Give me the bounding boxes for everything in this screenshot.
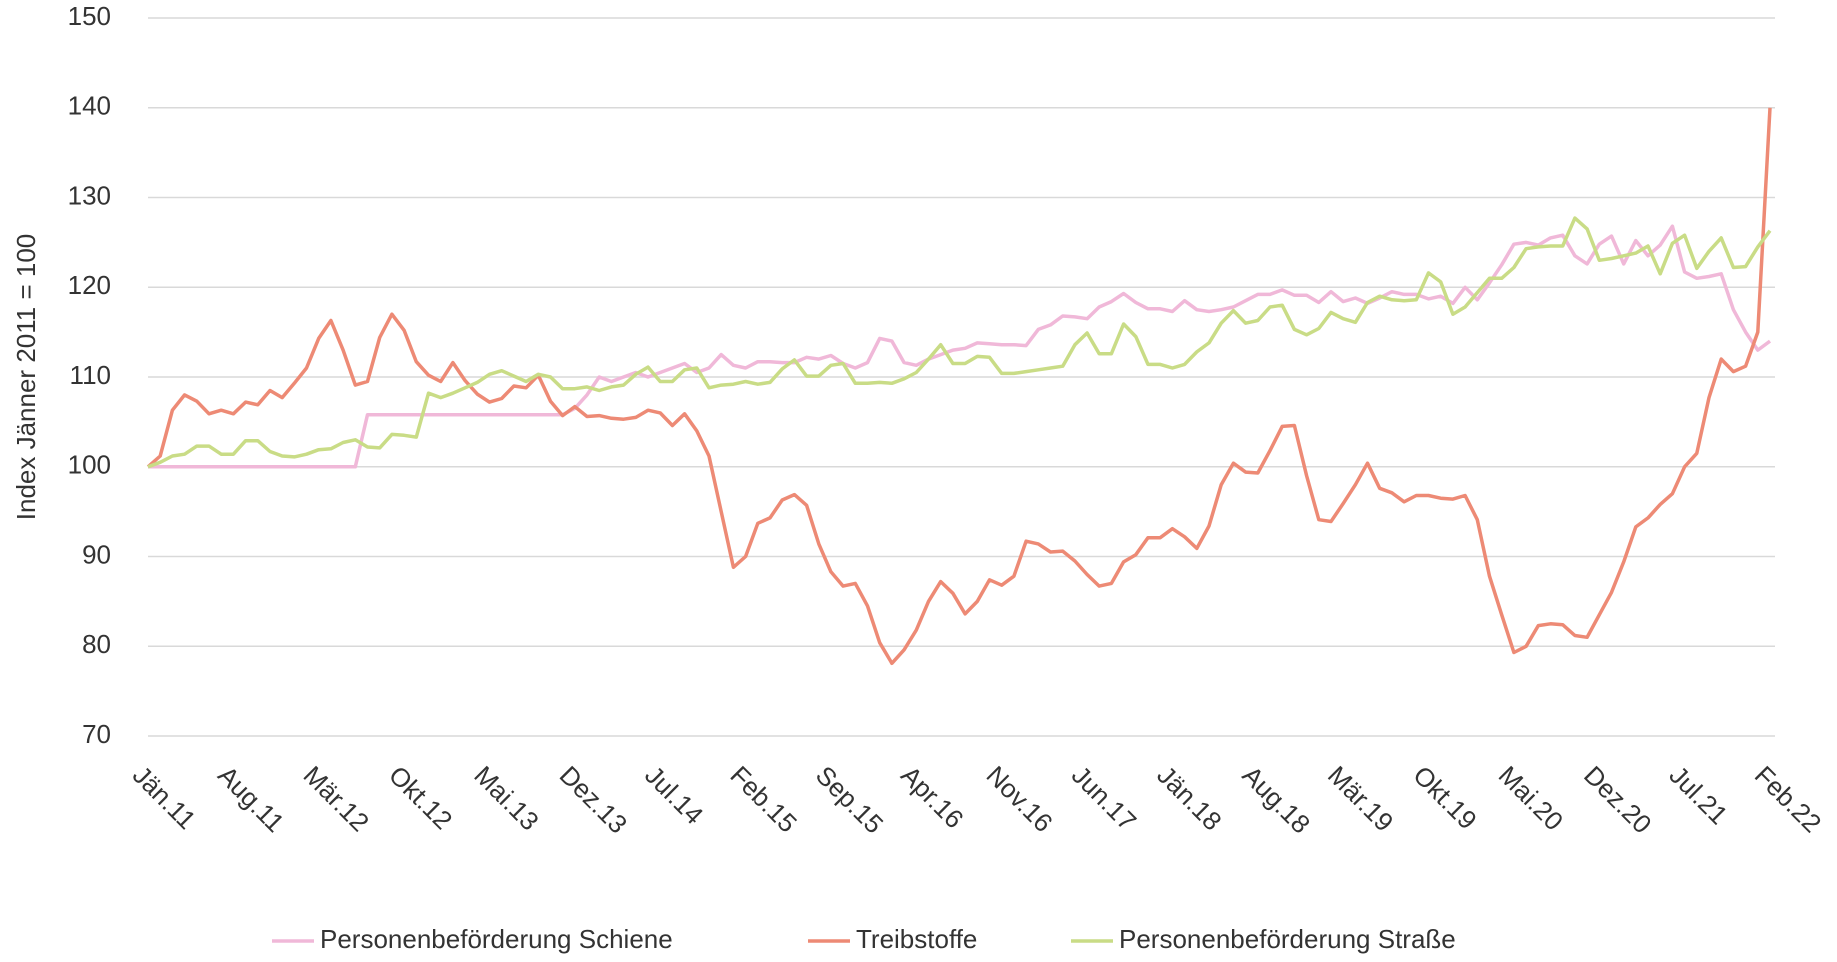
y-axis-title: Index Jänner 2011 = 100 <box>11 234 41 520</box>
y-tick-label: 70 <box>82 719 111 749</box>
x-tick-label: Okt.19 <box>1407 760 1482 835</box>
y-tick-label: 110 <box>70 360 111 390</box>
legend-label: Treibstoffe <box>856 924 977 954</box>
x-tick-label: Mai.20 <box>1493 760 1569 836</box>
x-tick-label: Apr.16 <box>895 760 969 834</box>
series-line <box>146 107 1772 666</box>
x-tick-label: Mär.12 <box>298 760 375 837</box>
x-tick-label: Dez.20 <box>1578 760 1657 839</box>
y-tick-label: 90 <box>82 539 111 569</box>
x-tick-label: Jul.21 <box>1664 760 1734 830</box>
y-tick-label: 80 <box>82 629 111 659</box>
legend-label: Personenbeförderung Schiene <box>320 924 673 954</box>
x-tick-label: Feb.15 <box>724 760 802 838</box>
x-tick-label: Aug.18 <box>1237 760 1316 839</box>
x-tick-label: Feb.22 <box>1749 760 1827 838</box>
x-tick-label: Aug.11 <box>212 760 290 838</box>
x-tick-label: Sep.15 <box>810 760 889 839</box>
x-tick-label: Nov.16 <box>981 760 1059 838</box>
y-tick-label: 140 <box>68 91 111 121</box>
series-line <box>147 216 1772 469</box>
x-tick-label: Jun.17 <box>1066 760 1142 836</box>
y-tick-label: 100 <box>68 450 111 480</box>
x-tick-label: Jän.11 <box>127 760 202 835</box>
x-tick-label: Jul.14 <box>639 760 709 830</box>
x-tick-label: Mai.13 <box>468 760 544 836</box>
y-tick-label: 130 <box>68 180 111 210</box>
legend-label: Personenbeförderung Straße <box>1119 924 1456 954</box>
x-tick-label: Jän.18 <box>1151 760 1227 836</box>
series-line <box>148 224 1772 469</box>
x-tick-label: Dez.13 <box>554 760 633 839</box>
x-tick-label: Mär.19 <box>1322 760 1399 837</box>
y-tick-label: 120 <box>68 270 111 300</box>
y-tick-label: 150 <box>68 1 111 31</box>
x-tick-label: Okt.12 <box>383 760 458 835</box>
